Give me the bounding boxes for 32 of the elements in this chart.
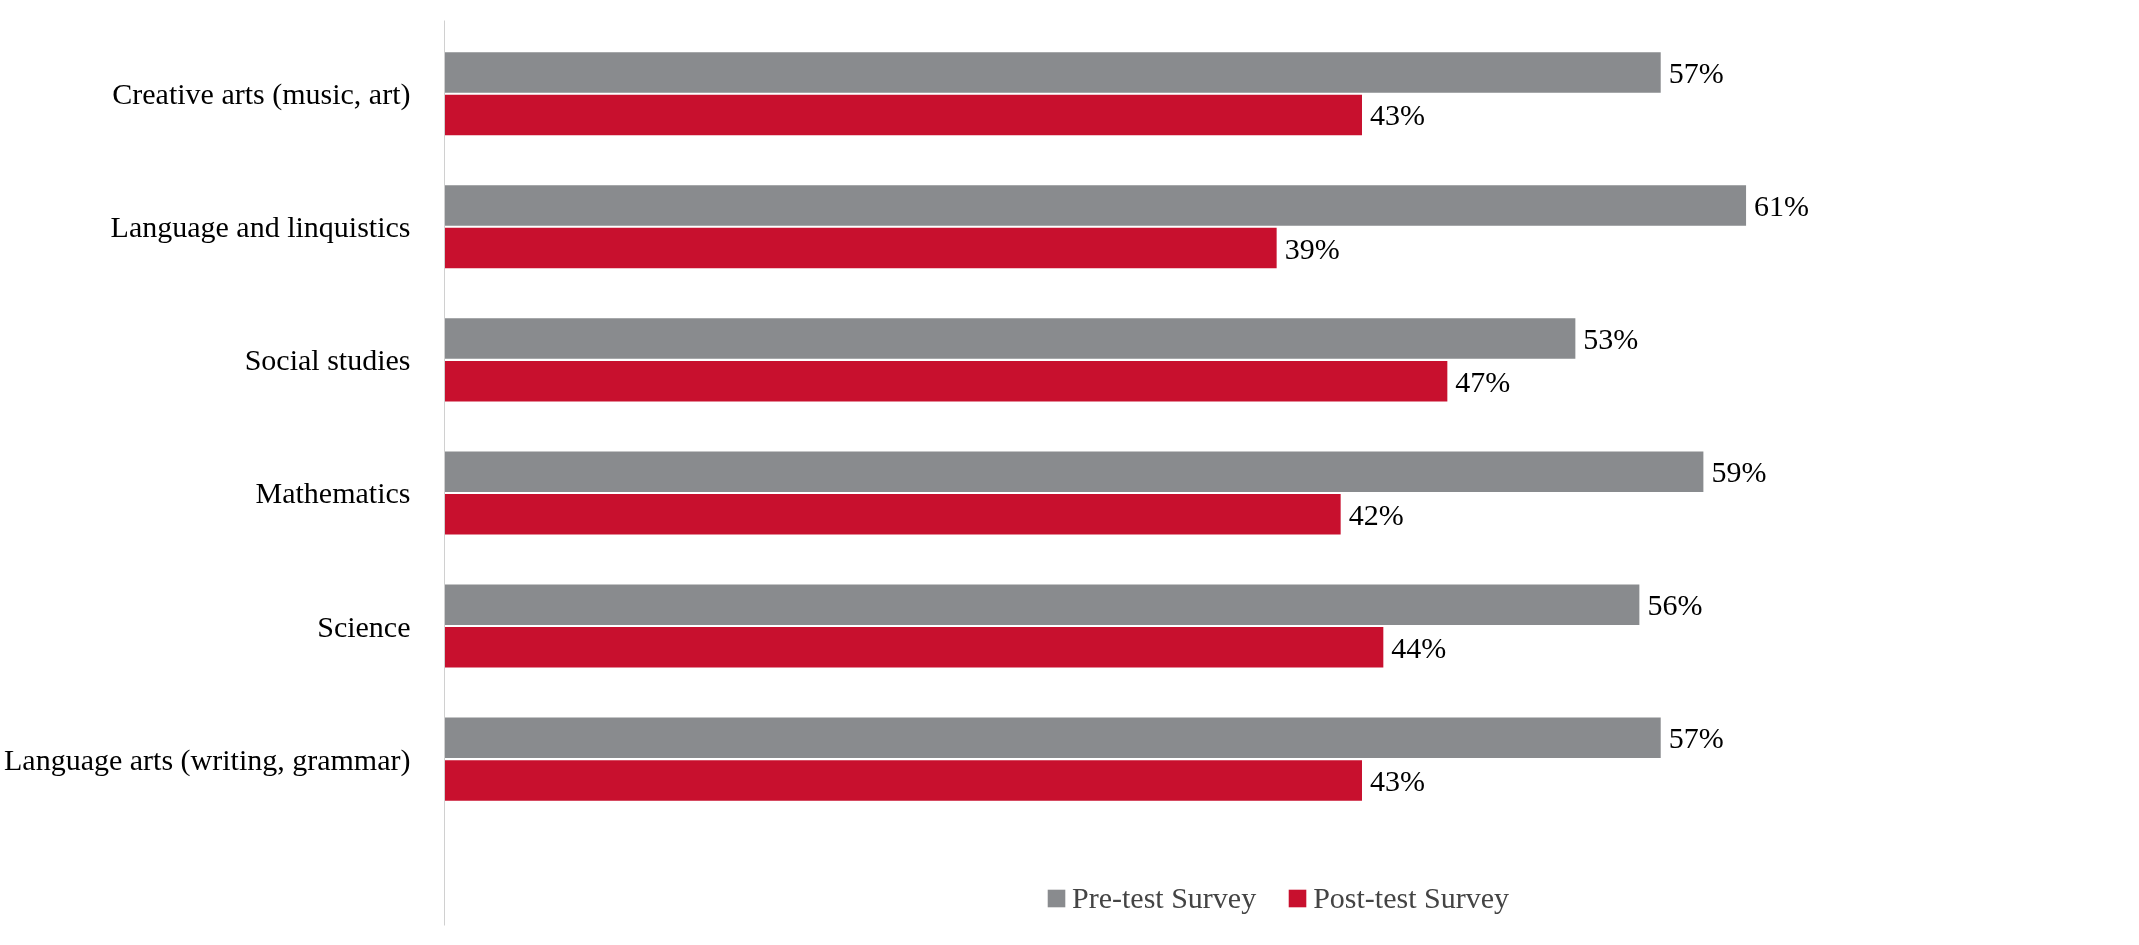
data-label: 42% [1348, 497, 1404, 531]
data-label: 43% [1369, 763, 1425, 797]
bar [444, 627, 1384, 668]
data-label: 53% [1583, 322, 1639, 356]
bar [444, 185, 1747, 226]
bar [444, 760, 1362, 801]
data-label: 39% [1284, 231, 1340, 265]
y-tick-label: Language arts (writing, grammar) [3, 742, 411, 777]
data-label: 44% [1391, 630, 1447, 664]
bar [444, 584, 1640, 625]
bar [444, 451, 1704, 492]
y-tick-label: Creative arts (music, art) [112, 77, 411, 112]
data-label: 43% [1369, 98, 1425, 132]
data-label: 57% [1668, 55, 1724, 89]
y-tick-label: Science [317, 609, 411, 643]
bar [444, 360, 1448, 402]
bar [444, 494, 1341, 535]
y-tick-label: Language and linquistics [110, 210, 411, 244]
legend-label: Post-test Survey [1313, 881, 1509, 915]
bar [444, 52, 1661, 93]
data-label: 59% [1711, 455, 1767, 489]
data-label: 56% [1647, 588, 1703, 622]
bar [444, 227, 1277, 269]
legend-label: Pre-test Survey [1072, 881, 1257, 915]
y-tick-label: Mathematics [255, 476, 411, 510]
y-tick-label: Social studies [244, 343, 411, 377]
data-label: 47% [1455, 364, 1511, 398]
bar [444, 94, 1362, 136]
data-label: 57% [1668, 721, 1724, 755]
bar [444, 717, 1661, 759]
bar [444, 318, 1576, 359]
data-label: 61% [1754, 188, 1810, 222]
